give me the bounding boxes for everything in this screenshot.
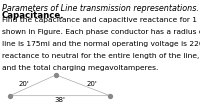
Text: shown in Figure. Each phase conductor has a radius of 0.554 in. If the length of: shown in Figure. Each phase conductor ha… — [2, 29, 200, 35]
Text: 38': 38' — [55, 97, 65, 103]
Text: 20': 20' — [87, 81, 97, 87]
Text: reactance to neutral for the entire length of the line, the charging current per: reactance to neutral for the entire leng… — [2, 53, 200, 59]
Text: Parameters of Line transmission representations.: Parameters of Line transmission represen… — [2, 4, 198, 13]
Text: and the total charging megavoltamperes.: and the total charging megavoltamperes. — [2, 65, 158, 71]
Text: 20': 20' — [19, 81, 29, 87]
Text: line is 175mi and the normal operating voltage is 220 kV, find the capacitive: line is 175mi and the normal operating v… — [2, 41, 200, 47]
Text: Find the capacitance and capacitive reactance for 1 mile of the three-phase line: Find the capacitance and capacitive reac… — [2, 17, 200, 23]
Text: Capacitance.: Capacitance. — [2, 11, 65, 20]
